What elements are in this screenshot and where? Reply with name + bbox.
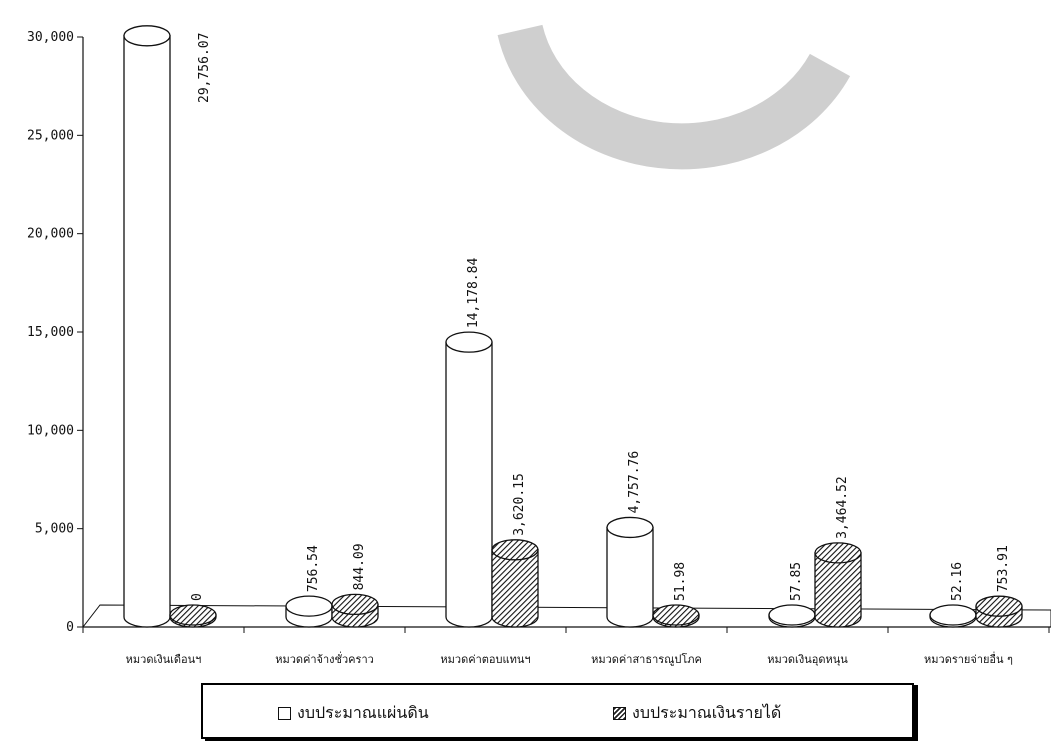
bar-body <box>814 552 862 628</box>
bar-top <box>652 604 700 626</box>
bar-top <box>929 604 977 626</box>
bar-value-label: 756.54 <box>306 545 321 592</box>
labels-group: หมวดเงินเดือนฯ 29,756.07 0 หมวดค่าจ้างชั่วค… <box>126 33 1013 666</box>
floor-plane <box>81 604 1051 628</box>
bar-state <box>768 604 816 628</box>
bar-top <box>491 539 539 561</box>
legend-label-state-budget: งบประมาณแผ่นดิน <box>297 703 429 722</box>
y-tick-label: 0 <box>66 620 74 635</box>
bar-revenue <box>975 595 1023 628</box>
bar-value-label: 3,464.52 <box>835 476 850 539</box>
bar-top <box>975 595 1023 617</box>
bar-revenue <box>652 604 700 628</box>
bar-value-label: 0 <box>190 593 205 601</box>
decorative-arc <box>497 24 851 170</box>
bar-state <box>123 25 171 628</box>
bar-top <box>768 604 816 626</box>
bar-body <box>491 549 539 628</box>
x-category-label: หมวดรายจ่ายอื่น ๆ <box>924 651 1013 666</box>
x-category-label: หมวดค่าตอบแทนฯ <box>440 653 530 666</box>
x-category-label: หมวดค่าสาธารณูปโภค <box>591 652 702 666</box>
bar-value-label: 3,620.15 <box>512 473 527 536</box>
bar-top <box>331 593 379 616</box>
hatched-swatch-icon <box>613 707 626 720</box>
bar-revenue <box>169 604 217 628</box>
bar-top <box>285 595 333 617</box>
bar-value-label: 29,756.07 <box>197 33 212 103</box>
x-category-label: หมวดเงินอุดหนุน <box>767 653 848 666</box>
bar-revenue <box>331 593 379 628</box>
y-axis: 0 5,000 10,000 15,000 20,000 25,000 30,000 <box>27 30 1051 635</box>
y-tick-label: 25,000 <box>27 128 74 143</box>
y-tick-label: 10,000 <box>27 423 74 438</box>
bar-value-label: 57.85 <box>789 562 804 601</box>
x-category-label: หมวดเงินเดือนฯ <box>126 653 202 666</box>
legend: งบประมาณแผ่นดิน งบประมาณเงินรายได้ <box>201 683 914 739</box>
bar-top <box>606 516 654 539</box>
bar-state <box>606 516 654 628</box>
bar-state <box>445 331 493 628</box>
white-swatch-icon <box>278 707 291 720</box>
bar-value-label: 51.98 <box>673 562 688 601</box>
bar-body <box>445 341 493 628</box>
bar-value-label: 52.16 <box>950 562 965 601</box>
bar-top <box>169 604 217 626</box>
chart-floor <box>81 604 1051 628</box>
bar-body <box>123 35 171 628</box>
x-category-label: หมวดค่าจ้างชั่วคราว <box>275 651 374 666</box>
bar-body <box>606 526 654 628</box>
bar-state <box>929 604 977 628</box>
bar-value-label: 4,757.76 <box>627 451 642 514</box>
legend-item-revenue-budget: งบประมาณเงินรายได้ <box>613 701 781 726</box>
legend-item-state-budget: งบประมาณแผ่นดิน <box>278 701 429 726</box>
y-tick-label: 15,000 <box>27 325 74 340</box>
y-tick-label: 20,000 <box>27 227 74 242</box>
bars-group <box>123 25 1023 628</box>
bar-value-label: 844.09 <box>352 543 367 590</box>
bar-top <box>814 542 862 564</box>
bar-revenue <box>814 542 862 628</box>
bar-top <box>445 331 493 353</box>
bar-revenue <box>491 539 539 628</box>
y-tick-label: 5,000 <box>35 522 74 537</box>
legend-label-revenue-budget: งบประมาณเงินรายได้ <box>632 703 782 722</box>
bar-state <box>285 595 333 628</box>
bar-value-label: 753.91 <box>996 545 1011 592</box>
bar-value-label: 14,178.84 <box>466 258 481 329</box>
bar-top <box>123 25 171 47</box>
y-tick-label: 30,000 <box>27 30 74 45</box>
